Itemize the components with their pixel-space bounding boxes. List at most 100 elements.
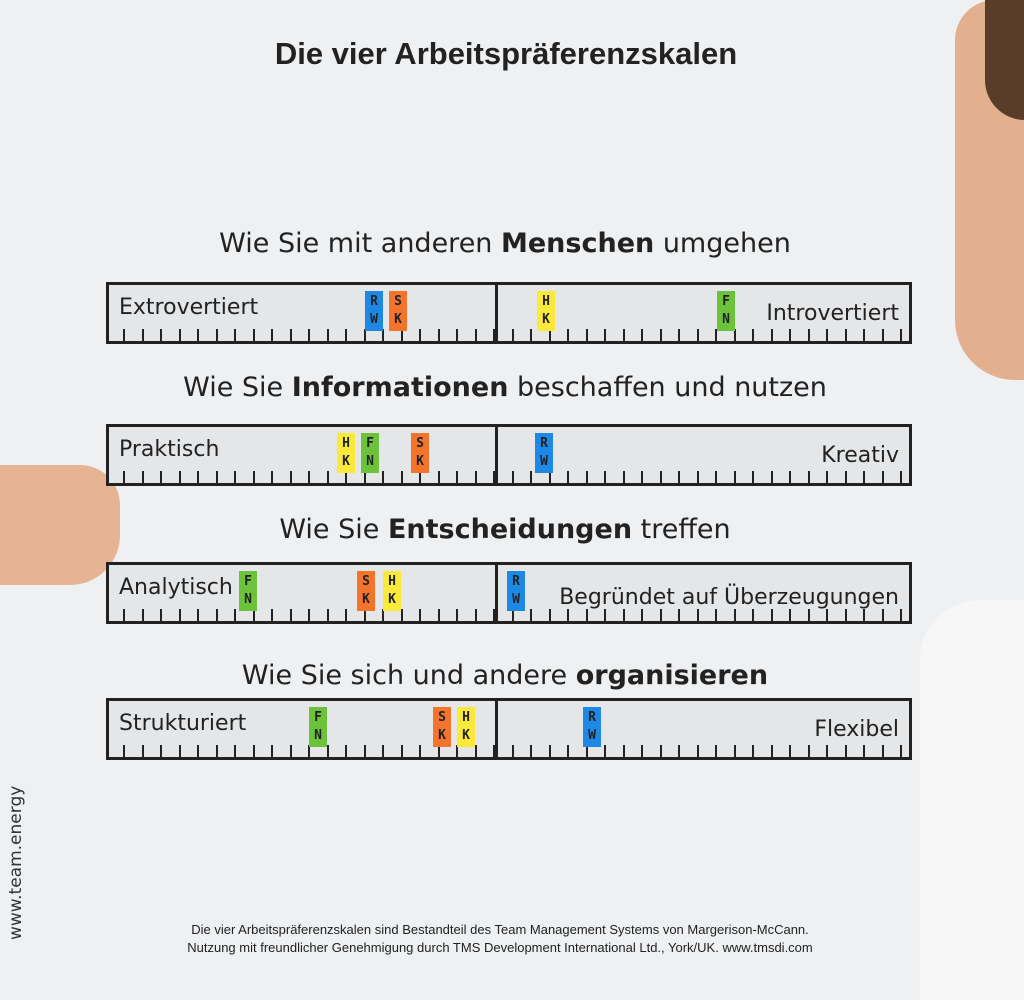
tick — [844, 745, 847, 757]
tick — [789, 745, 791, 757]
tick — [863, 329, 865, 341]
tick — [752, 329, 754, 341]
tick — [160, 745, 162, 757]
person-hair — [985, 0, 1024, 120]
tick — [234, 609, 236, 621]
note-letter: F — [244, 574, 252, 589]
tick — [345, 329, 347, 341]
tick — [382, 745, 384, 757]
tick — [678, 329, 680, 341]
tick — [641, 329, 643, 341]
tick — [141, 471, 144, 483]
heading-text: Wie Sie — [279, 514, 388, 545]
tick — [900, 471, 902, 483]
tick — [807, 471, 810, 483]
tick — [493, 609, 495, 621]
tick — [197, 329, 199, 341]
tick — [123, 745, 125, 757]
left-label: Praktisch — [119, 437, 220, 462]
tick — [345, 745, 347, 757]
tick — [585, 609, 588, 621]
note-letter: S — [438, 710, 446, 725]
tick — [474, 471, 477, 483]
tick — [567, 329, 569, 341]
note-letter: F — [314, 710, 322, 725]
tick — [622, 609, 625, 621]
divider — [495, 565, 498, 621]
note-letter: F — [722, 294, 730, 309]
tick — [215, 609, 218, 621]
tick — [456, 329, 458, 341]
tick — [326, 745, 329, 757]
tick — [807, 745, 810, 757]
scale-heading: Wie Sie sich und andere organisieren — [0, 660, 1010, 691]
tick — [881, 471, 884, 483]
divider — [495, 701, 498, 757]
tick — [678, 609, 680, 621]
note-letter: W — [512, 592, 520, 607]
tick — [123, 609, 125, 621]
divider — [495, 427, 498, 483]
tick — [456, 745, 458, 757]
tick — [474, 745, 477, 757]
note-letter: W — [588, 728, 596, 743]
tick — [585, 329, 588, 341]
scale-box: Strukturiert Flexibel F N S K H K R W — [106, 698, 912, 760]
tick — [363, 471, 366, 483]
tick — [437, 329, 440, 341]
tick — [474, 609, 477, 621]
tick — [141, 745, 144, 757]
tick — [234, 745, 236, 757]
tick — [326, 609, 329, 621]
tick — [844, 329, 847, 341]
tick — [308, 745, 310, 757]
tick — [141, 329, 144, 341]
note-letter: N — [366, 454, 374, 469]
note-letter: R — [540, 436, 548, 451]
tick — [770, 609, 773, 621]
tick — [567, 609, 569, 621]
tick — [733, 471, 736, 483]
title: Die vier Arbeitspräferenzskalen — [274, 36, 738, 71]
tick — [326, 471, 329, 483]
tick — [493, 329, 495, 341]
tick — [752, 471, 754, 483]
tick — [604, 745, 606, 757]
tick — [863, 609, 865, 621]
tick — [345, 609, 347, 621]
right-label: Kreativ — [821, 443, 899, 468]
tick — [641, 471, 643, 483]
tick — [881, 609, 884, 621]
tick — [752, 609, 754, 621]
tick — [178, 329, 181, 341]
tick — [844, 609, 847, 621]
tick — [641, 745, 643, 757]
tick — [271, 471, 273, 483]
tick — [659, 471, 662, 483]
tick — [900, 329, 902, 341]
tick — [363, 745, 366, 757]
tick — [160, 329, 162, 341]
note-letter: H — [542, 294, 550, 309]
tick — [530, 745, 532, 757]
tick — [622, 471, 625, 483]
tick — [511, 745, 514, 757]
note-letter: R — [512, 574, 520, 589]
tick — [826, 329, 828, 341]
note-letter: F — [366, 436, 374, 451]
tick — [456, 609, 458, 621]
tick — [604, 609, 606, 621]
tick — [604, 471, 606, 483]
tick — [271, 329, 273, 341]
